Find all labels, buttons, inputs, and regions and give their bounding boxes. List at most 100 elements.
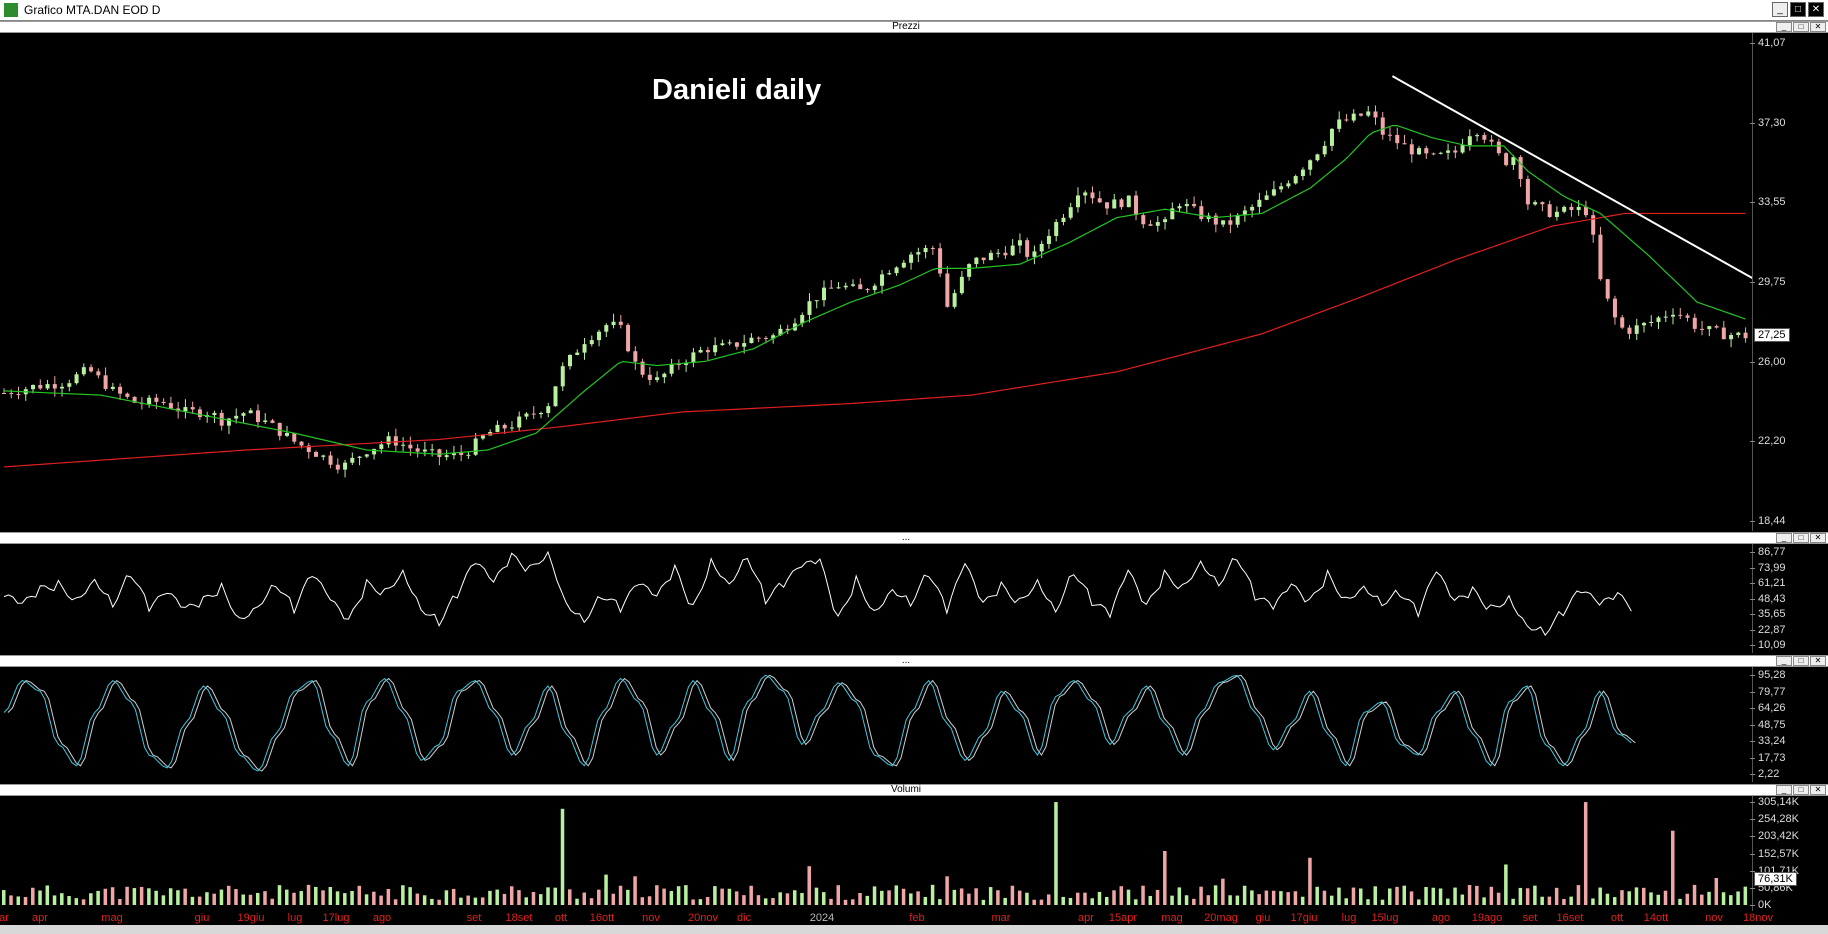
window-title: Grafico MTA.DAN EOD D: [24, 3, 161, 17]
rsi-scale: 86,77 73,99 61,21 48,43 35,65 22,87 10,09: [1750, 544, 1828, 653]
volume-bar: [749, 885, 753, 905]
panel-close-button[interactable]: ✕: [1810, 22, 1826, 32]
date-axis-label: 15lug: [1371, 912, 1399, 924]
scale-tick-label: 22,87: [1750, 624, 1828, 636]
candle-body: [1663, 316, 1668, 318]
volume-bar: [1003, 897, 1007, 905]
volume-bar: [807, 866, 811, 905]
volume-bar: [1533, 885, 1537, 905]
volume-bar: [1199, 886, 1203, 905]
candle-body: [1090, 192, 1095, 199]
candle-body: [321, 455, 326, 457]
date-axis-label: mag: [1161, 912, 1183, 924]
panel-minimize-button[interactable]: _: [1776, 656, 1792, 666]
volume-bar: [524, 897, 528, 905]
candle-body: [589, 340, 594, 345]
volume-bar: [488, 890, 492, 905]
volume-bar: [1322, 890, 1327, 905]
volume-bar: [451, 888, 456, 905]
panel-minimize-button[interactable]: _: [1776, 22, 1792, 32]
candle-body: [1344, 119, 1349, 121]
candle-body: [923, 247, 928, 253]
volume-bar: [466, 895, 470, 905]
volume-bar: [1032, 899, 1036, 905]
volume-bar: [1351, 887, 1356, 905]
volume-bar: [263, 891, 267, 905]
panel-close-button[interactable]: ✕: [1810, 656, 1826, 666]
volume-bar: [103, 888, 108, 905]
panel-minimize-button[interactable]: _: [1776, 785, 1792, 795]
volume-bar: [1177, 887, 1182, 905]
panel-close-button[interactable]: ✕: [1810, 785, 1826, 795]
volume-bar: [1039, 899, 1044, 905]
stoch-panel-label: ...: [901, 655, 911, 666]
volume-bar: [509, 886, 514, 905]
close-button[interactable]: ✕: [1808, 2, 1824, 17]
panel-maximize-button[interactable]: □: [1793, 785, 1809, 795]
volume-bar: [16, 896, 21, 905]
volume-bar: [1583, 802, 1588, 905]
panel-minimize-button[interactable]: _: [1776, 533, 1792, 543]
volume-bar: [473, 897, 478, 905]
candle-body: [1054, 222, 1059, 236]
candle-body: [1591, 215, 1596, 235]
candle-body: [1583, 206, 1588, 216]
volume-bar: [306, 884, 311, 905]
candle-body: [118, 386, 123, 394]
volume-bar: [343, 893, 347, 905]
volume-bar: [1547, 896, 1552, 905]
panel-close-button[interactable]: ✕: [1810, 533, 1826, 543]
candle-body: [662, 373, 667, 378]
candle-body: [502, 424, 507, 429]
candle-body: [640, 361, 645, 375]
candle-body: [1337, 119, 1342, 129]
volume-bar: [1612, 897, 1617, 905]
volume-bar: [459, 897, 463, 905]
volume-bar: [139, 886, 144, 905]
date-axis-label: 14ott: [1643, 912, 1669, 924]
candle-body: [1605, 279, 1610, 299]
volume-bar: [1431, 887, 1436, 905]
candle-body: [814, 300, 819, 302]
candle-body: [865, 289, 870, 291]
volume-bar: [1518, 887, 1523, 905]
date-axis-label: giu: [1255, 912, 1271, 924]
scale-tick-label: 305,14K: [1750, 796, 1828, 808]
candle-body: [749, 337, 754, 344]
candle-body: [778, 328, 783, 336]
panel-maximize-button[interactable]: □: [1793, 22, 1809, 32]
candle-body: [684, 362, 689, 365]
candle-body: [734, 342, 739, 347]
date-axis-label: lug: [1341, 912, 1357, 924]
candle-body: [930, 247, 935, 249]
maximize-button[interactable]: □: [1790, 2, 1806, 17]
date-axis-label: 16ott: [589, 912, 615, 924]
rsi-panel-label: ...: [901, 532, 911, 543]
candle-body: [161, 401, 166, 404]
volume-bar: [597, 889, 601, 905]
minimize-button[interactable]: _: [1772, 2, 1788, 17]
volume-bar: [74, 898, 79, 905]
volume-bar: [713, 886, 717, 905]
candle-body: [328, 455, 333, 465]
candle-body: [495, 424, 500, 432]
date-axis-label: 20nov: [688, 912, 718, 924]
candle-body: [1308, 160, 1313, 170]
volume-bar: [1228, 895, 1232, 905]
volume-bar: [1641, 887, 1646, 905]
price-panel-header: Prezzi _ □ ✕: [0, 21, 1828, 33]
date-axis-label: feb: [909, 912, 925, 924]
trendline: [1391, 75, 1752, 280]
volume-bar: [1634, 887, 1639, 905]
volume-bar: [691, 899, 695, 905]
volume-bar: [1380, 899, 1385, 905]
volume-bar: [1025, 892, 1029, 905]
volume-bar: [611, 893, 616, 905]
panel-maximize-button[interactable]: □: [1793, 533, 1809, 543]
volume-bar: [132, 888, 137, 905]
panel-maximize-button[interactable]: □: [1793, 656, 1809, 666]
scale-tick-label: 2,22: [1750, 768, 1828, 780]
volume-bar: [1206, 895, 1211, 905]
volume-bar: [1700, 894, 1704, 905]
volume-bar: [647, 896, 652, 905]
